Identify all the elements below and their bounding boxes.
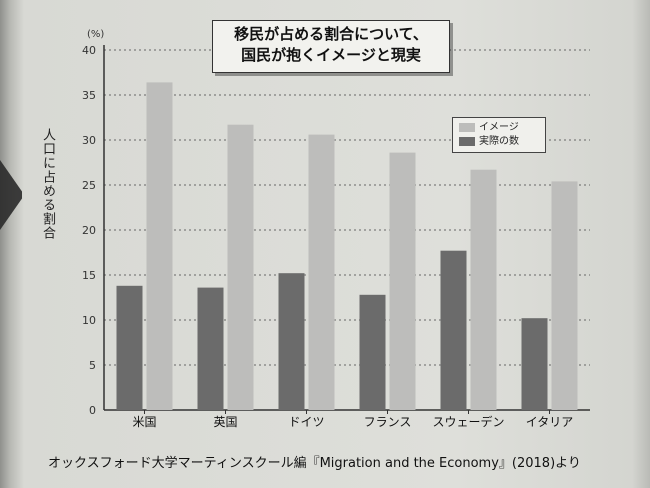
x-tick-label: イタリア — [526, 415, 574, 429]
bar-actual — [197, 287, 224, 410]
y-tick-label: 35 — [82, 89, 96, 102]
source-caption: オックスフォード大学マーティンスクール編『Migration and the E… — [48, 456, 581, 471]
x-tick-label: フランス — [364, 415, 412, 429]
bar-actual — [359, 294, 386, 410]
y-tick-label: 15 — [82, 269, 96, 282]
chart-legend: イメージ 実際の数 — [452, 117, 546, 153]
bar-perception — [227, 124, 254, 410]
page-edge-shadow — [632, 0, 650, 488]
y-tick-label: 25 — [82, 179, 96, 192]
x-tick-label: 英国 — [213, 415, 237, 429]
y-axis-label: 人口に占める割合 — [40, 128, 55, 240]
bar-perception — [308, 134, 335, 410]
legend-item-actual: 実際の数 — [459, 136, 519, 148]
y-tick-label: 0 — [89, 404, 96, 417]
x-tick-label: ドイツ — [288, 415, 324, 429]
bar-perception — [551, 181, 578, 410]
bar-actual — [440, 250, 467, 410]
y-tick-label: 40 — [82, 44, 96, 57]
bar-perception — [389, 152, 416, 410]
x-tick-label: 米国 — [132, 415, 156, 429]
legend-swatch-actual — [459, 136, 475, 146]
legend-label-actual: 実際の数 — [479, 136, 519, 147]
legend-label-perception: イメージ — [479, 122, 519, 133]
x-tick-label: スウェーデン — [432, 414, 504, 429]
chart-title-box: 移民が占める割合について、 国民が抱くイメージと現実 — [212, 20, 450, 73]
chart-title-line-1: 移民が占める割合について、 — [234, 25, 428, 43]
bar-perception — [470, 169, 497, 410]
bar-actual — [278, 273, 305, 410]
bar-perception — [146, 82, 173, 411]
legend-swatch-perception — [459, 122, 475, 132]
y-tick-label: 10 — [82, 314, 96, 327]
chart-title-line-2: 国民が抱くイメージと現実 — [241, 46, 421, 64]
bar-actual — [116, 285, 143, 410]
legend-item-perception: イメージ — [459, 122, 519, 134]
y-tick-label: 20 — [82, 224, 96, 237]
y-tick-label: 5 — [89, 359, 96, 372]
y-tick-label: 30 — [82, 134, 96, 147]
y-unit-label: (%) — [87, 29, 105, 40]
bar-actual — [521, 318, 548, 410]
